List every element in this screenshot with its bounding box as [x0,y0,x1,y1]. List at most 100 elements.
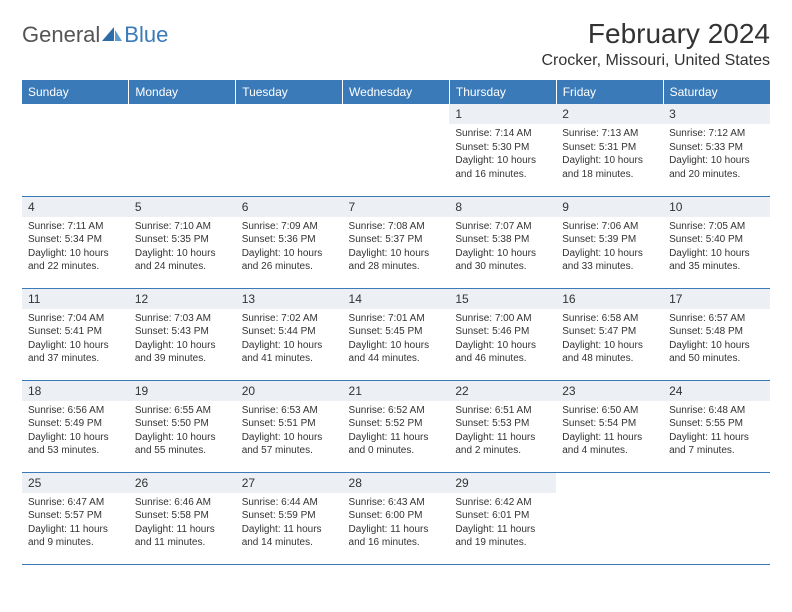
day-info: Sunrise: 7:04 AMSunset: 5:41 PMDaylight:… [22,309,129,370]
day-number: 21 [343,381,450,401]
calendar-cell: 2Sunrise: 7:13 AMSunset: 5:31 PMDaylight… [556,104,663,196]
day-info: Sunrise: 6:47 AMSunset: 5:57 PMDaylight:… [22,493,129,554]
calendar-table: SundayMondayTuesdayWednesdayThursdayFrid… [22,80,770,565]
day-number: 28 [343,473,450,493]
calendar-cell: 13Sunrise: 7:02 AMSunset: 5:44 PMDayligh… [236,288,343,380]
weekday-header-row: SundayMondayTuesdayWednesdayThursdayFrid… [22,80,770,104]
sail-icon [102,27,122,43]
location-text: Crocker, Missouri, United States [541,52,770,70]
day-number: 7 [343,197,450,217]
calendar-cell: 3Sunrise: 7:12 AMSunset: 5:33 PMDaylight… [663,104,770,196]
weekday-friday: Friday [556,80,663,104]
calendar-cell [236,104,343,196]
weekday-thursday: Thursday [449,80,556,104]
day-info: Sunrise: 6:56 AMSunset: 5:49 PMDaylight:… [22,401,129,462]
calendar-cell: 21Sunrise: 6:52 AMSunset: 5:52 PMDayligh… [343,380,450,472]
header: General Blue February 2024 Crocker, Miss… [22,18,770,70]
day-info: Sunrise: 7:06 AMSunset: 5:39 PMDaylight:… [556,217,663,278]
day-info: Sunrise: 7:00 AMSunset: 5:46 PMDaylight:… [449,309,556,370]
day-number: 6 [236,197,343,217]
weekday-tuesday: Tuesday [236,80,343,104]
calendar-cell: 9Sunrise: 7:06 AMSunset: 5:39 PMDaylight… [556,196,663,288]
calendar-cell: 28Sunrise: 6:43 AMSunset: 6:00 PMDayligh… [343,472,450,564]
calendar-cell: 1Sunrise: 7:14 AMSunset: 5:30 PMDaylight… [449,104,556,196]
day-number: 17 [663,289,770,309]
day-info: Sunrise: 7:12 AMSunset: 5:33 PMDaylight:… [663,124,770,185]
day-number: 11 [22,289,129,309]
day-info: Sunrise: 7:09 AMSunset: 5:36 PMDaylight:… [236,217,343,278]
day-info: Sunrise: 6:51 AMSunset: 5:53 PMDaylight:… [449,401,556,462]
day-info: Sunrise: 6:42 AMSunset: 6:01 PMDaylight:… [449,493,556,554]
day-number: 18 [22,381,129,401]
day-number: 22 [449,381,556,401]
logo-text-blue: Blue [124,22,168,48]
table-row: 11Sunrise: 7:04 AMSunset: 5:41 PMDayligh… [22,288,770,380]
calendar-cell: 23Sunrise: 6:50 AMSunset: 5:54 PMDayligh… [556,380,663,472]
day-number: 26 [129,473,236,493]
calendar-cell [129,104,236,196]
day-number: 19 [129,381,236,401]
day-info: Sunrise: 6:58 AMSunset: 5:47 PMDaylight:… [556,309,663,370]
day-info: Sunrise: 7:07 AMSunset: 5:38 PMDaylight:… [449,217,556,278]
calendar-cell: 20Sunrise: 6:53 AMSunset: 5:51 PMDayligh… [236,380,343,472]
day-number: 12 [129,289,236,309]
day-number: 9 [556,197,663,217]
calendar-cell [22,104,129,196]
day-number: 2 [556,104,663,124]
day-info: Sunrise: 7:01 AMSunset: 5:45 PMDaylight:… [343,309,450,370]
weekday-monday: Monday [129,80,236,104]
table-row: 25Sunrise: 6:47 AMSunset: 5:57 PMDayligh… [22,472,770,564]
day-info: Sunrise: 7:14 AMSunset: 5:30 PMDaylight:… [449,124,556,185]
day-info: Sunrise: 6:43 AMSunset: 6:00 PMDaylight:… [343,493,450,554]
day-info: Sunrise: 6:50 AMSunset: 5:54 PMDaylight:… [556,401,663,462]
calendar-cell: 22Sunrise: 6:51 AMSunset: 5:53 PMDayligh… [449,380,556,472]
day-number: 16 [556,289,663,309]
day-number: 23 [556,381,663,401]
day-info: Sunrise: 6:52 AMSunset: 5:52 PMDaylight:… [343,401,450,462]
day-info: Sunrise: 6:55 AMSunset: 5:50 PMDaylight:… [129,401,236,462]
calendar-cell: 6Sunrise: 7:09 AMSunset: 5:36 PMDaylight… [236,196,343,288]
table-row: 4Sunrise: 7:11 AMSunset: 5:34 PMDaylight… [22,196,770,288]
day-number: 29 [449,473,556,493]
calendar-cell: 14Sunrise: 7:01 AMSunset: 5:45 PMDayligh… [343,288,450,380]
day-number: 24 [663,381,770,401]
calendar-cell: 17Sunrise: 6:57 AMSunset: 5:48 PMDayligh… [663,288,770,380]
day-info: Sunrise: 7:05 AMSunset: 5:40 PMDaylight:… [663,217,770,278]
calendar-cell: 7Sunrise: 7:08 AMSunset: 5:37 PMDaylight… [343,196,450,288]
weekday-sunday: Sunday [22,80,129,104]
day-number: 15 [449,289,556,309]
day-number: 10 [663,197,770,217]
calendar-cell: 18Sunrise: 6:56 AMSunset: 5:49 PMDayligh… [22,380,129,472]
day-number: 5 [129,197,236,217]
calendar-cell [343,104,450,196]
table-row: 18Sunrise: 6:56 AMSunset: 5:49 PMDayligh… [22,380,770,472]
calendar-cell [556,472,663,564]
calendar-cell: 8Sunrise: 7:07 AMSunset: 5:38 PMDaylight… [449,196,556,288]
calendar-cell: 16Sunrise: 6:58 AMSunset: 5:47 PMDayligh… [556,288,663,380]
calendar-cell: 19Sunrise: 6:55 AMSunset: 5:50 PMDayligh… [129,380,236,472]
day-number: 14 [343,289,450,309]
day-info: Sunrise: 6:46 AMSunset: 5:58 PMDaylight:… [129,493,236,554]
calendar-body: 1Sunrise: 7:14 AMSunset: 5:30 PMDaylight… [22,104,770,564]
calendar-cell: 15Sunrise: 7:00 AMSunset: 5:46 PMDayligh… [449,288,556,380]
day-number: 1 [449,104,556,124]
calendar-cell: 11Sunrise: 7:04 AMSunset: 5:41 PMDayligh… [22,288,129,380]
weekday-saturday: Saturday [663,80,770,104]
calendar-cell [663,472,770,564]
weekday-wednesday: Wednesday [343,80,450,104]
day-info: Sunrise: 6:48 AMSunset: 5:55 PMDaylight:… [663,401,770,462]
day-info: Sunrise: 6:44 AMSunset: 5:59 PMDaylight:… [236,493,343,554]
day-number: 20 [236,381,343,401]
calendar-cell: 12Sunrise: 7:03 AMSunset: 5:43 PMDayligh… [129,288,236,380]
calendar-cell: 4Sunrise: 7:11 AMSunset: 5:34 PMDaylight… [22,196,129,288]
day-number: 8 [449,197,556,217]
day-number: 13 [236,289,343,309]
day-info: Sunrise: 7:11 AMSunset: 5:34 PMDaylight:… [22,217,129,278]
calendar-cell: 27Sunrise: 6:44 AMSunset: 5:59 PMDayligh… [236,472,343,564]
day-number: 3 [663,104,770,124]
day-info: Sunrise: 7:08 AMSunset: 5:37 PMDaylight:… [343,217,450,278]
logo-text-general: General [22,22,100,48]
day-info: Sunrise: 7:02 AMSunset: 5:44 PMDaylight:… [236,309,343,370]
title-block: February 2024 Crocker, Missouri, United … [541,18,770,70]
logo: General Blue [22,22,168,48]
